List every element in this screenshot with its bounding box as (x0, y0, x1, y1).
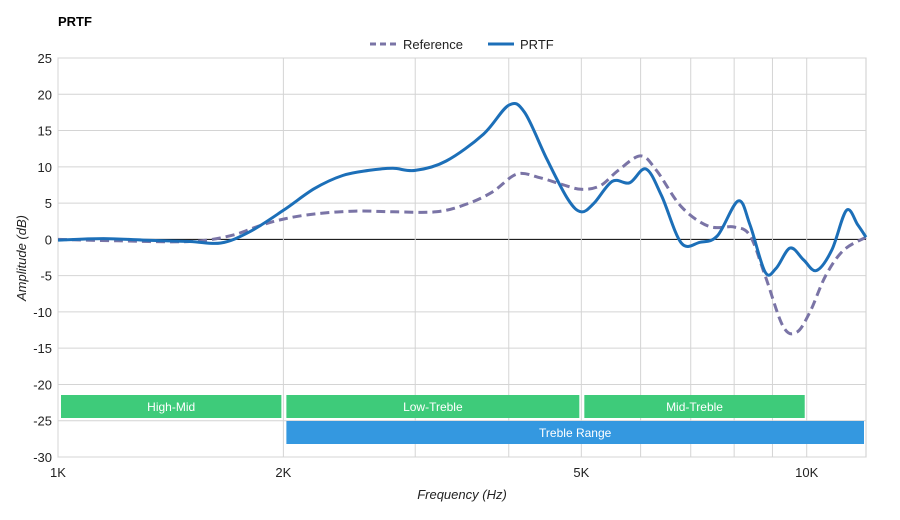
legend-label-prtf: PRTF (520, 37, 554, 52)
y-tick-label: -30 (33, 450, 52, 465)
series-line-prtf (57, 101, 868, 277)
band-mid-treble: Mid-Treble (584, 395, 805, 418)
x-tick-label: 10K (795, 465, 818, 480)
y-tick-label: 20 (38, 87, 52, 102)
y-tick-label: 25 (38, 51, 52, 66)
series-lines (57, 101, 868, 336)
y-tick-label: 10 (38, 160, 52, 175)
y-tick-label: 0 (45, 232, 52, 247)
x-tick-label: 5K (573, 465, 589, 480)
frequency-bands: High-Mid Low-Treble Mid-Treble Treble Range (61, 395, 865, 444)
y-axis-label: Amplitude (dB) (14, 215, 29, 302)
band-high-mid: High-Mid (61, 395, 282, 418)
band-label: Mid-Treble (666, 400, 723, 414)
band-rect (286, 421, 865, 444)
y-tick-label: -20 (33, 377, 52, 392)
chart-title: PRTF (58, 14, 92, 29)
y-tick-label: -10 (33, 305, 52, 320)
grid (57, 57, 867, 458)
y-tick-label: -15 (33, 341, 52, 356)
legend: Reference PRTF (370, 37, 554, 52)
series-line-reference (57, 154, 867, 336)
band-rect (584, 395, 805, 418)
x-axis-label: Frequency (Hz) (417, 487, 507, 502)
y-tick-label: 5 (45, 196, 52, 211)
y-tick-label: -5 (40, 269, 52, 284)
band-treble-range: Treble Range (286, 421, 865, 444)
band-low-treble: Low-Treble (286, 395, 580, 418)
y-tick-label: -25 (33, 414, 52, 429)
x-tick-label: 2K (275, 465, 291, 480)
band-rect (61, 395, 282, 418)
y-tick-label: 15 (38, 124, 52, 139)
band-label: Low-Treble (403, 400, 463, 414)
band-label: Treble Range (539, 426, 612, 440)
band-rect (286, 395, 580, 418)
legend-label-reference: Reference (403, 37, 463, 52)
x-tick-label: 1K (50, 465, 66, 480)
band-label: High-Mid (147, 400, 195, 414)
